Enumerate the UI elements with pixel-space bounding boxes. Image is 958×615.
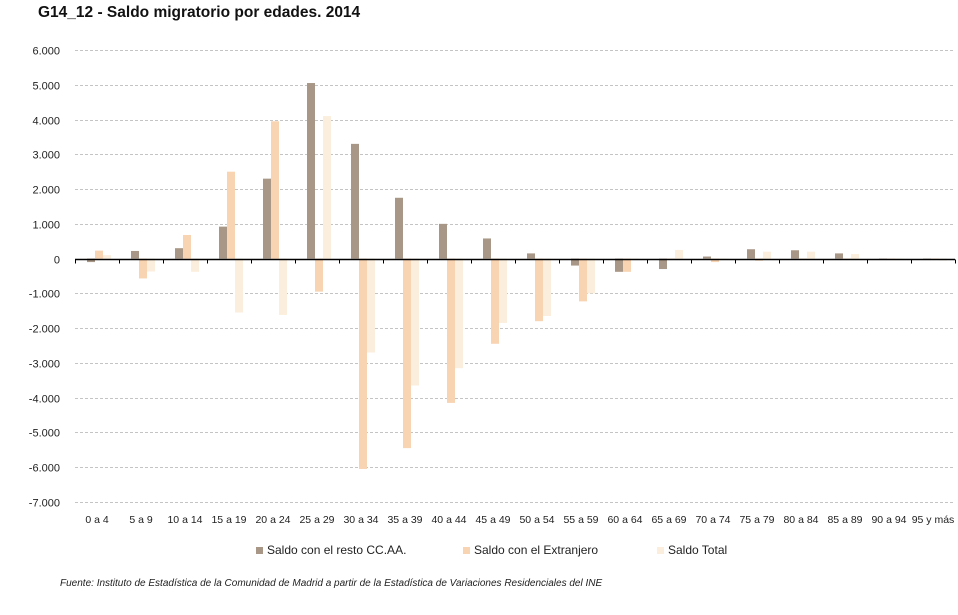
y-axis-ticks: 6.000 5.000 4.000 3.000 2.000 1.000 0 -1.000 -2.… (29, 46, 60, 510)
x-tick-label: 30 a 34 (343, 514, 378, 526)
bar-total (675, 249, 683, 259)
bar-total (235, 258, 243, 313)
bar-extranjero (183, 234, 191, 259)
bar-resto (483, 238, 491, 259)
x-axis-labels: 0 a 4 5 a 9 10 a 14 15 a 19 20 a 24 25 a 29 30… (85, 514, 954, 526)
bars (87, 83, 947, 469)
y-tick-label: -3.000 (29, 359, 60, 371)
bar-extranjero (95, 250, 103, 259)
bar-total (323, 116, 331, 259)
x-tick-label: 20 a 24 (255, 514, 290, 526)
y-tick-label: 2.000 (32, 185, 60, 197)
y-tick-label: -2.000 (29, 324, 60, 336)
bar-resto (835, 253, 843, 259)
x-tick-label: 10 a 14 (167, 514, 202, 526)
bar-resto (439, 223, 447, 259)
x-tick-label: 5 a 9 (129, 514, 153, 526)
bar-resto (791, 250, 799, 259)
bar-total (147, 258, 155, 272)
x-tick-label: 0 a 4 (85, 514, 109, 526)
bar-resto (219, 226, 227, 259)
bar-total (851, 254, 859, 259)
bar-extranjero (623, 258, 631, 272)
bar-extranjero (227, 171, 235, 259)
x-tick-label: 35 a 39 (387, 514, 422, 526)
bar-total (191, 258, 199, 272)
x-tick-label: 95 y más (912, 514, 955, 526)
bar-total (103, 255, 111, 259)
bar-total (807, 251, 815, 259)
bar-resto (571, 258, 579, 266)
y-tick-label: 3.000 (32, 150, 60, 162)
legend-swatch-resto (256, 546, 263, 554)
y-tick-label: 4.000 (32, 116, 60, 128)
x-tick-label: 65 a 69 (651, 514, 686, 526)
bar-chart: 6.000 5.000 4.000 3.000 2.000 1.000 0 -1.000 -2.… (29, 46, 956, 526)
y-tick-label: -7.000 (29, 498, 60, 510)
bar-resto (263, 178, 271, 259)
y-tick-label: -4.000 (29, 394, 60, 406)
gridlines (75, 50, 955, 503)
y-tick-label: 0 (54, 255, 60, 267)
bar-resto (395, 197, 403, 259)
bar-resto (527, 253, 535, 259)
bar-extranjero (315, 258, 323, 292)
x-tick-label: 25 a 29 (299, 514, 334, 526)
bar-extranjero (359, 258, 367, 469)
y-tick-label: -6.000 (29, 463, 60, 475)
legend-label: Saldo Total (668, 543, 728, 557)
bar-resto (307, 83, 315, 259)
bar-extranjero (491, 258, 499, 344)
x-tick-label: 85 a 89 (827, 514, 862, 526)
x-tick-label: 55 a 59 (563, 514, 598, 526)
bar-extranjero (579, 258, 587, 302)
x-tick-label: 50 a 54 (519, 514, 554, 526)
legend-label: Saldo con el Extranjero (474, 543, 599, 557)
y-tick-label: -5.000 (29, 428, 60, 440)
x-tick-label: 45 a 49 (475, 514, 510, 526)
legend-item-total: Saldo Total (657, 543, 727, 557)
x-tick-label: 40 a 44 (431, 514, 466, 526)
bar-resto (175, 248, 183, 259)
chart-title: G14_12 - Saldo migratorio por edades. 20… (38, 4, 361, 21)
bar-resto (747, 249, 755, 259)
bar-total (587, 258, 595, 294)
x-tick-label: 75 a 79 (739, 514, 774, 526)
bar-resto (659, 258, 667, 270)
y-tick-label: 6.000 (32, 46, 60, 58)
bar-resto (351, 143, 359, 259)
source-note: Fuente: Instituto de Estadística de la C… (60, 578, 603, 589)
bar-resto (131, 250, 139, 259)
bar-total (411, 258, 419, 386)
bar-total (279, 258, 287, 315)
x-tick-label: 70 a 74 (695, 514, 730, 526)
bar-extranjero (271, 121, 279, 259)
legend-item-resto: Saldo con el resto CC.AA. (256, 543, 406, 557)
y-tick-label: 5.000 (32, 81, 60, 93)
x-tick-label: 90 a 94 (871, 514, 906, 526)
bar-resto (615, 258, 623, 272)
x-tick-label: 15 a 19 (211, 514, 246, 526)
bar-total (455, 258, 463, 369)
legend-item-extranjero: Saldo con el Extranjero (463, 543, 598, 557)
bar-resto (87, 258, 95, 263)
x-axis (75, 258, 956, 264)
bar-extranjero (139, 258, 147, 279)
x-tick-label: 60 a 64 (607, 514, 642, 526)
bar-extranjero (403, 258, 411, 449)
y-tick-label: 1.000 (32, 220, 60, 232)
y-tick-label: -1.000 (29, 289, 60, 301)
bar-resto (703, 256, 711, 259)
bar-total (499, 258, 507, 323)
bar-extranjero (711, 258, 719, 263)
x-tick-label: 80 a 84 (783, 514, 818, 526)
legend-swatch-extranjero (463, 546, 470, 554)
bar-extranjero (447, 258, 455, 403)
bar-total (543, 258, 551, 316)
bar-extranjero (535, 258, 543, 322)
bar-total (763, 251, 771, 259)
bar-total (367, 258, 375, 353)
legend-label: Saldo con el resto CC.AA. (267, 543, 407, 557)
legend-swatch-total (657, 546, 664, 554)
